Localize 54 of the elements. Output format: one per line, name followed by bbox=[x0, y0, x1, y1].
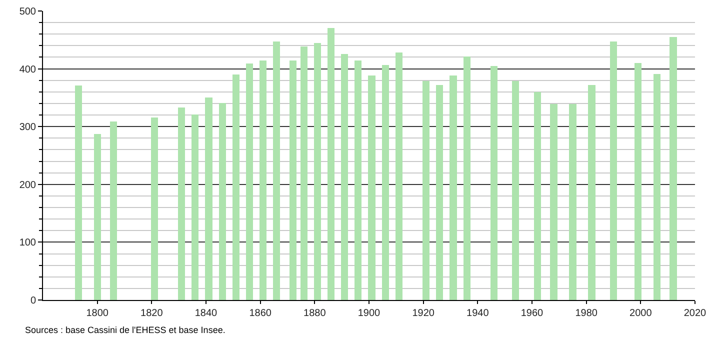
bar bbox=[610, 42, 618, 300]
x-tick-label: 1800 bbox=[86, 308, 109, 319]
source-note: Sources : base Cassini de l'EHESS et base Insee. bbox=[25, 325, 226, 335]
x-tick-label: 2020 bbox=[684, 308, 707, 319]
bar bbox=[512, 80, 520, 300]
bar bbox=[94, 134, 101, 300]
y-tick-label: 100 bbox=[19, 238, 36, 249]
x-tick-label: 1840 bbox=[194, 308, 218, 319]
bar bbox=[110, 121, 118, 300]
bar bbox=[588, 84, 596, 300]
x-tick-label: 1980 bbox=[575, 308, 598, 319]
x-tick-label: 1880 bbox=[304, 308, 326, 319]
x-tick-label: 1940 bbox=[466, 308, 490, 319]
bar bbox=[150, 117, 158, 300]
bar bbox=[653, 74, 660, 300]
bar bbox=[550, 104, 558, 300]
y-tick-label: 300 bbox=[19, 122, 36, 134]
bar bbox=[273, 42, 280, 300]
bar bbox=[422, 80, 430, 300]
bar bbox=[395, 52, 402, 300]
bar bbox=[218, 102, 226, 300]
bar bbox=[74, 86, 82, 300]
bar bbox=[534, 92, 541, 300]
x-tick-label: 1960 bbox=[520, 308, 544, 319]
bar bbox=[354, 60, 362, 300]
bar bbox=[314, 42, 321, 300]
x-tick-label: 1860 bbox=[249, 308, 272, 319]
y-tick-label: 200 bbox=[19, 180, 36, 191]
bar bbox=[192, 114, 199, 300]
bar bbox=[463, 56, 470, 300]
bar bbox=[246, 64, 253, 300]
bar bbox=[205, 98, 212, 300]
bar bbox=[289, 60, 296, 300]
bar bbox=[327, 28, 334, 300]
bar bbox=[178, 108, 186, 300]
bar bbox=[569, 104, 576, 300]
y-tick-label: 0 bbox=[30, 296, 36, 306]
y-tick-label: 500 bbox=[19, 6, 36, 18]
bar bbox=[382, 64, 389, 300]
bar bbox=[436, 84, 444, 300]
bar bbox=[341, 54, 348, 300]
bar bbox=[232, 74, 240, 300]
y-tick-label: 400 bbox=[19, 64, 36, 76]
bar bbox=[300, 46, 308, 300]
bar bbox=[450, 76, 457, 300]
bar bbox=[368, 76, 376, 300]
x-tick-label: 1820 bbox=[140, 308, 164, 319]
x-tick-label: 1920 bbox=[412, 308, 435, 319]
bar bbox=[634, 63, 642, 300]
bar bbox=[490, 66, 498, 300]
x-tick-label: 1900 bbox=[358, 308, 381, 319]
bar bbox=[260, 60, 267, 300]
bar bbox=[670, 37, 677, 300]
x-tick-label: 2000 bbox=[630, 308, 652, 319]
